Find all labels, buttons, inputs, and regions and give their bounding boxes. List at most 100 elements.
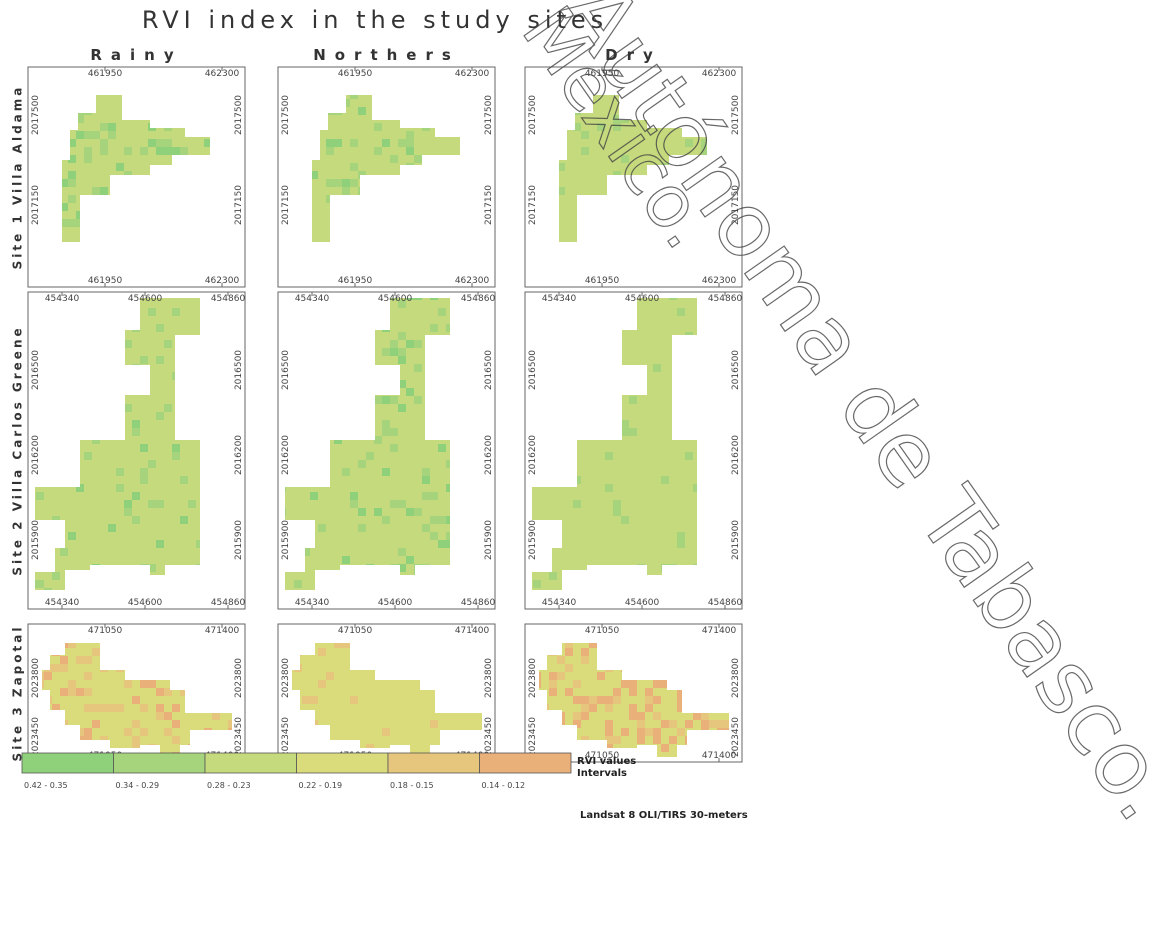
raster-cell — [116, 468, 124, 476]
row-label: Site 2 Villa Carlos Greene — [11, 325, 25, 575]
raster-cell — [422, 476, 430, 484]
raster-cell — [108, 123, 116, 131]
raster-cell — [116, 163, 124, 171]
raster-cell — [709, 720, 717, 728]
raster-cell — [382, 516, 390, 524]
y-tick-label: 2015900 — [731, 520, 741, 560]
map-panel: 4710504710504714004714002023800202380020… — [525, 624, 749, 768]
y-tick-label: 2023450 — [528, 717, 538, 757]
raster-cell — [310, 492, 318, 500]
map-panel: 4543404543404546004546004548604548602016… — [525, 292, 749, 612]
raster-cell — [76, 131, 84, 139]
panel-frame — [278, 67, 495, 287]
raster-cell — [669, 500, 677, 508]
raster-cell — [36, 492, 44, 500]
raster-cell — [116, 704, 124, 712]
raster-cell — [398, 348, 406, 356]
raster-cell — [653, 712, 661, 720]
raster-cell — [605, 720, 613, 728]
raster-cell — [382, 139, 390, 147]
raster-cell — [581, 648, 589, 656]
raster-cell — [414, 508, 422, 516]
raster-cell — [557, 672, 565, 680]
y-tick-label: 2023450 — [31, 717, 41, 757]
y-tick-label: 2016500 — [528, 350, 538, 390]
raster-cell — [132, 720, 140, 728]
raster-cell — [637, 712, 645, 720]
raster-cell — [390, 396, 398, 404]
raster-cell — [382, 396, 390, 404]
raster-cell — [613, 508, 621, 516]
raster-cell — [661, 476, 669, 484]
y-tick-label: 2016200 — [31, 435, 41, 475]
raster-cell — [565, 548, 573, 556]
raster-cell — [645, 696, 653, 704]
raster-cell — [92, 720, 100, 728]
raster-cell — [382, 468, 390, 476]
map-panel: 4710504710504714004714002023800202380020… — [28, 624, 252, 768]
raster-cell — [549, 572, 557, 580]
raster-cell — [84, 155, 92, 163]
raster-cell — [172, 736, 180, 744]
raster-cell — [68, 179, 76, 187]
raster-cell — [84, 452, 92, 460]
y-tick-label: 2017500 — [281, 95, 291, 135]
raster-cell — [422, 468, 430, 476]
y-tick-label: 2016500 — [234, 350, 244, 390]
raster-cell — [52, 572, 60, 580]
raster-cell — [629, 688, 637, 696]
raster-cell — [164, 404, 172, 412]
raster-cell — [358, 460, 366, 468]
y-tick-label: 2017500 — [234, 95, 244, 135]
raster-cell — [605, 704, 613, 712]
raster-cell — [132, 420, 140, 428]
raster-cell — [653, 680, 661, 688]
raster-cell — [164, 139, 172, 147]
raster-cell — [382, 728, 390, 736]
raster-cell — [374, 396, 382, 404]
raster-cell — [148, 680, 156, 688]
raster-cell — [132, 492, 140, 500]
raster-cell — [533, 580, 541, 588]
y-tick-label: 2015900 — [31, 520, 41, 560]
raster-cell — [84, 688, 92, 696]
raster-cell — [100, 704, 108, 712]
raster-cell — [701, 712, 709, 720]
y-tick-label: 2015900 — [528, 520, 538, 560]
raster-cell — [358, 508, 366, 516]
raster-cell — [100, 187, 108, 195]
raster-cell — [414, 155, 422, 163]
raster-cell — [84, 147, 92, 155]
raster-cell — [693, 712, 701, 720]
y-tick-label: 2016500 — [31, 350, 41, 390]
y-tick-label: 2017150 — [281, 185, 291, 225]
y-tick-label: 2015900 — [234, 520, 244, 560]
raster-cell — [613, 500, 621, 508]
y-tick-label: 2017150 — [234, 185, 244, 225]
raster-cell — [653, 696, 661, 704]
raster-cell — [148, 139, 156, 147]
raster-cell — [68, 195, 76, 203]
raster-cell — [653, 736, 661, 744]
raster-cell — [645, 728, 653, 736]
raster-cell — [172, 720, 180, 728]
raster-cell — [414, 736, 422, 744]
raster-cell — [108, 524, 116, 532]
raster-cell — [422, 492, 430, 500]
raster-cell — [100, 147, 108, 155]
raster-cell — [549, 680, 557, 688]
raster-cell — [685, 452, 693, 460]
raster-cell — [140, 356, 148, 364]
raster-cell — [318, 648, 326, 656]
raster-cell — [172, 147, 180, 155]
y-tick-label: 2023450 — [484, 717, 494, 757]
raster-cell — [318, 524, 326, 532]
raster-cell — [406, 147, 414, 155]
map-panel: 4619504619504623004623002017500201750020… — [278, 67, 502, 291]
raster-cell — [148, 308, 156, 316]
raster-cell — [621, 420, 629, 428]
raster-cell — [374, 436, 382, 444]
raster-cell — [140, 728, 148, 736]
raster-cell — [629, 712, 637, 720]
raster-cell — [549, 688, 557, 696]
